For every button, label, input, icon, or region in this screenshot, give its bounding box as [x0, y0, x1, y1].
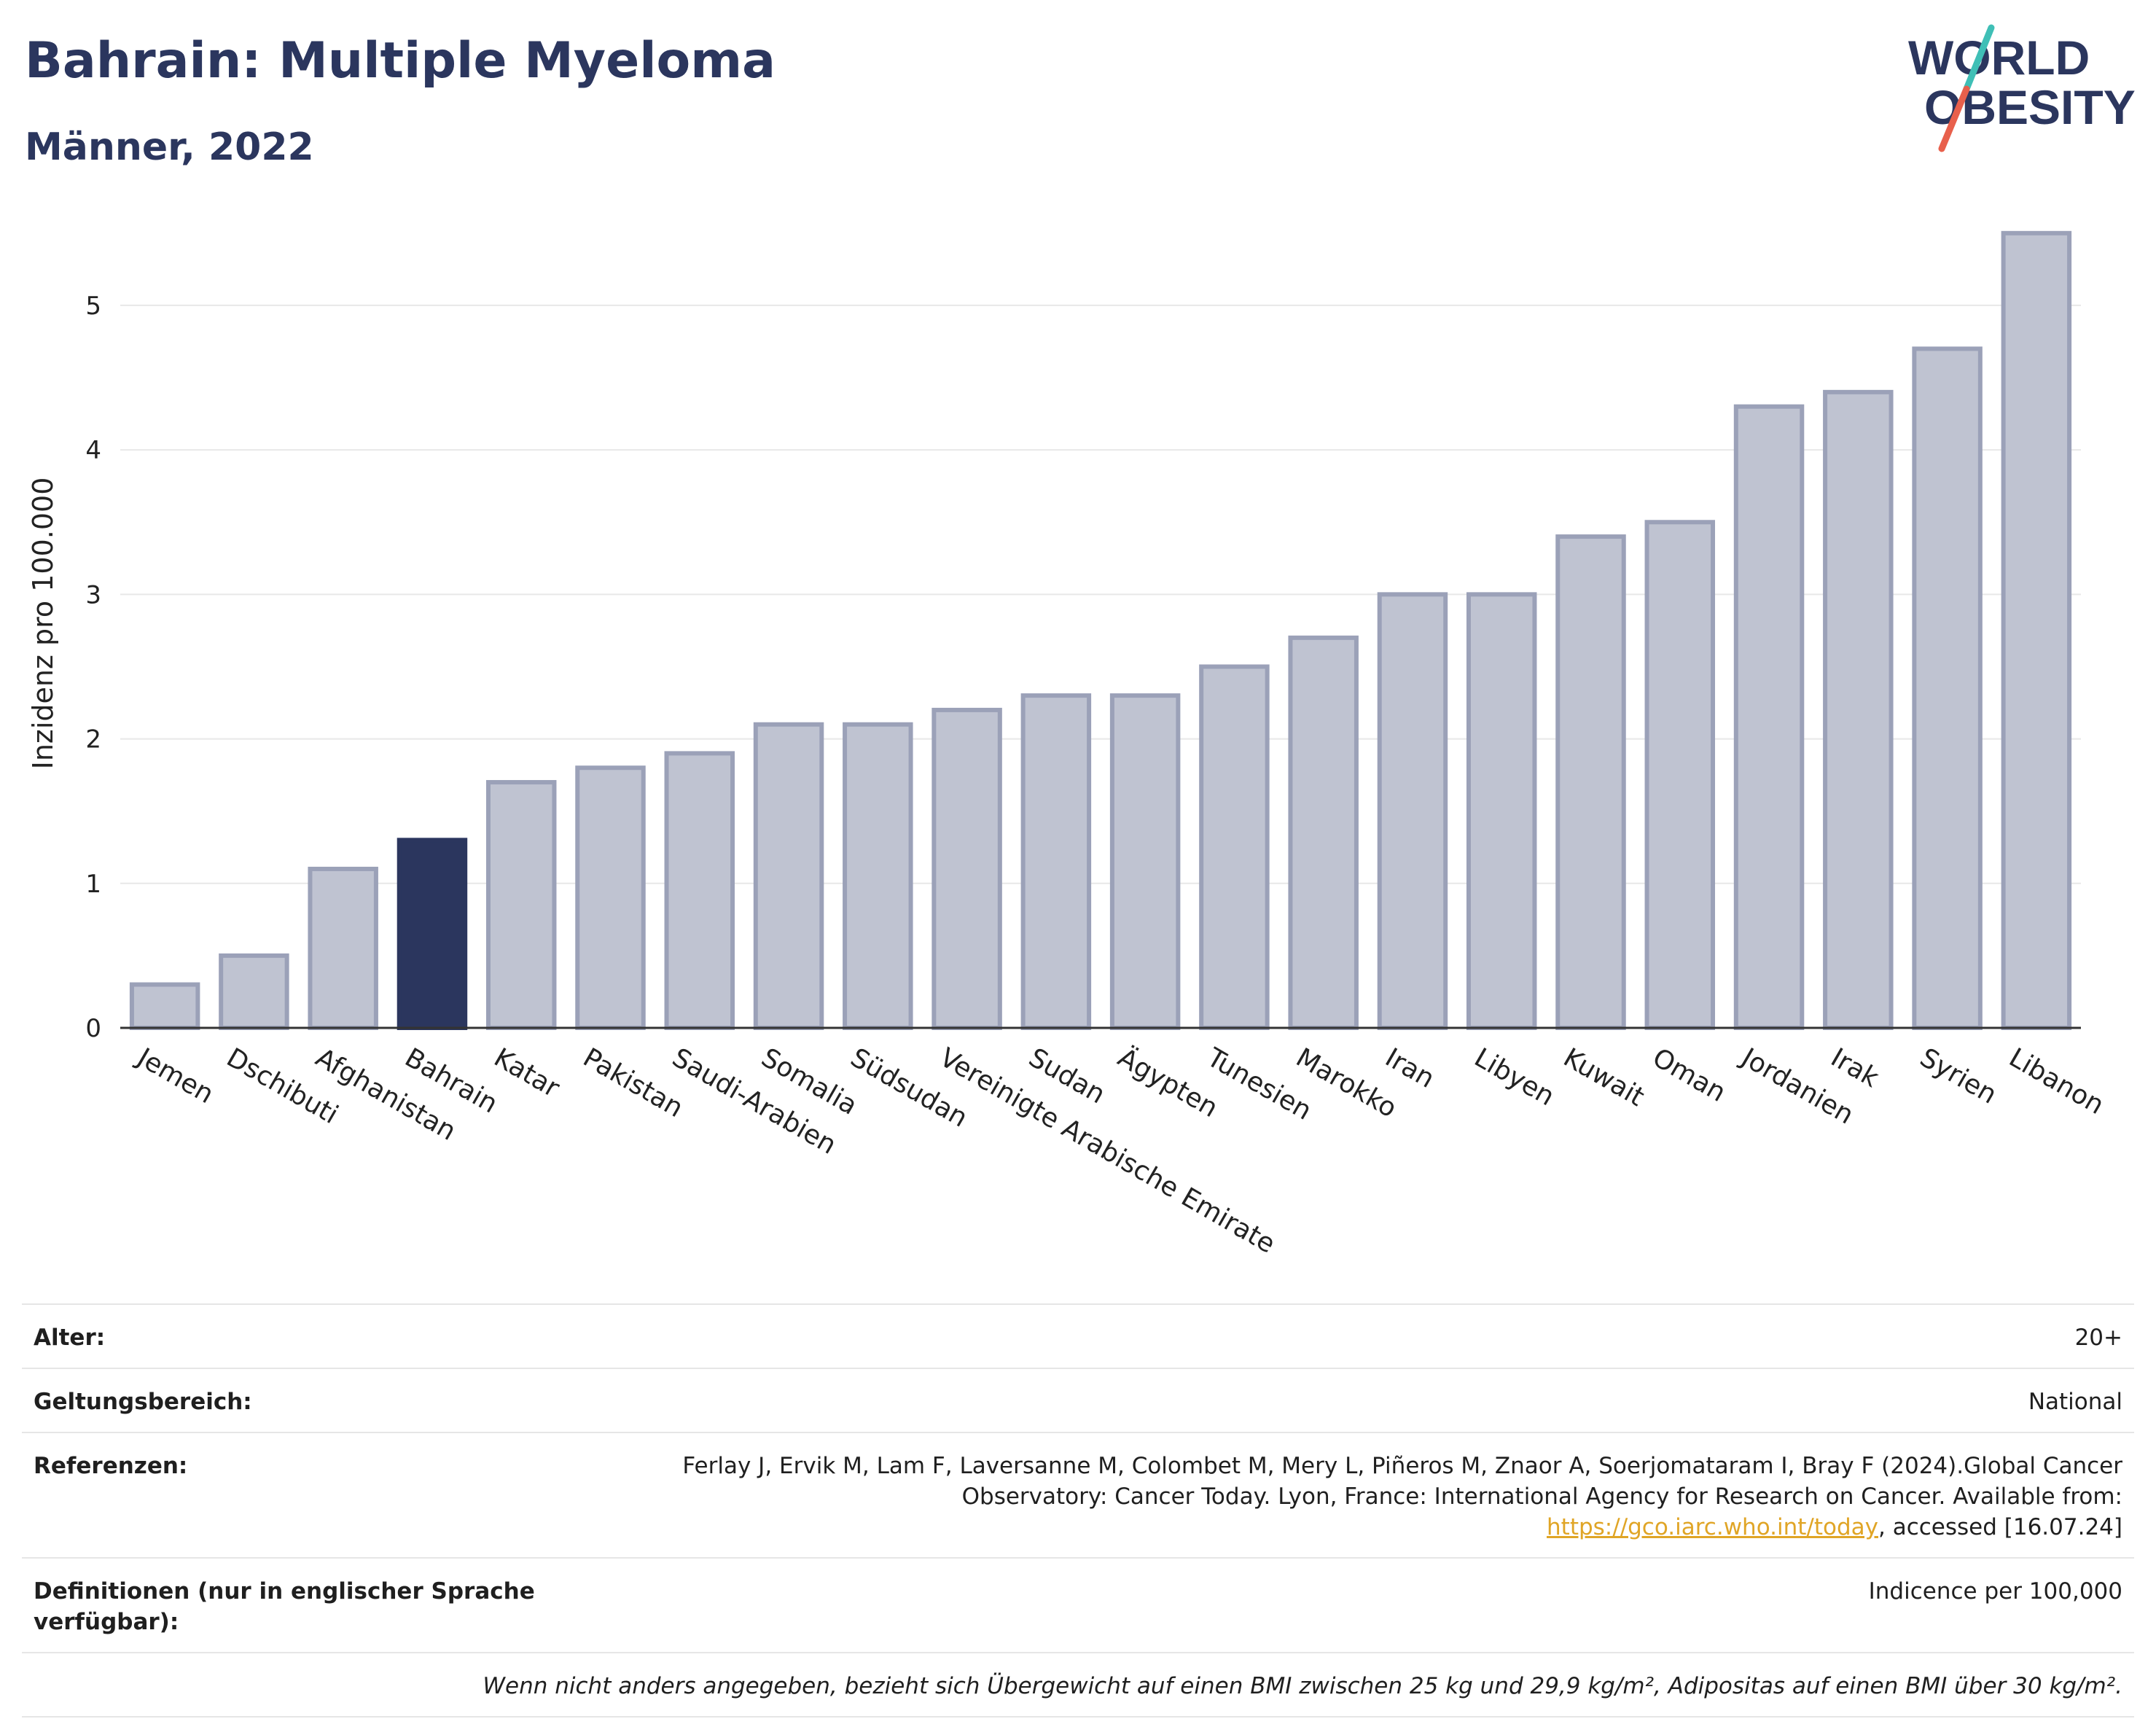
info-table: Alter: 20+ Geltungsbereich: National Ref…: [22, 1303, 2134, 1718]
bar: [1020, 693, 1092, 1030]
y-tick-label: 3: [85, 580, 101, 609]
bar: [1823, 389, 1894, 1031]
bar: [1377, 592, 1448, 1030]
age-label: Alter:: [34, 1325, 106, 1351]
y-tick-label: 5: [85, 292, 101, 321]
y-axis-label: Inzidenz pro 100.000: [27, 477, 59, 770]
references-accessed: , accessed [16.07.24]: [1878, 1514, 2122, 1540]
bar: [1733, 404, 1805, 1030]
bar: [485, 780, 557, 1030]
references-label: Referenzen:: [34, 1453, 188, 1479]
x-tick-label: Pakistan: [578, 1042, 688, 1123]
x-tick-label: Libyen: [1469, 1042, 1560, 1112]
bar: [664, 751, 735, 1031]
references-text: Ferlay J, Ervik M, Lam F, Laversanne M, …: [682, 1453, 2122, 1510]
bar: [575, 765, 646, 1030]
bar: [1466, 592, 1537, 1030]
page-subtitle: Männer, 2022: [25, 125, 314, 169]
bar: [1199, 664, 1270, 1030]
x-tick-label: Jemen: [131, 1042, 219, 1110]
y-tick-label: 4: [85, 436, 101, 465]
bar: [2001, 230, 2072, 1031]
world-obesity-logo: WORLD OBESITY: [1908, 24, 2136, 152]
bar: [931, 707, 1002, 1031]
x-tick-label: Syrien: [1915, 1042, 2001, 1110]
bar: [397, 838, 468, 1030]
logo-text-world: WORLD: [1908, 31, 2090, 85]
references-link[interactable]: https://gco.iarc.who.int/today: [1547, 1514, 1878, 1540]
bar: [1644, 520, 1716, 1030]
bar: [308, 866, 378, 1031]
bar: [129, 982, 200, 1031]
logo-slash-bottom: [1938, 85, 1970, 152]
age-value: 20+: [2074, 1325, 2122, 1351]
definitions-value: Indicence per 100,000: [1868, 1578, 2122, 1605]
scope-value: National: [2028, 1389, 2122, 1415]
bmi-note: Wenn nicht anders angegeben, bezieht sic…: [483, 1673, 2122, 1699]
y-tick-label: 1: [85, 870, 101, 899]
x-tick-label: Ägypten: [1113, 1042, 1224, 1123]
bar: [1288, 635, 1359, 1030]
x-tick-label: Libanon: [2004, 1042, 2109, 1120]
x-tick-label: Kuwait: [1558, 1042, 1649, 1112]
bar: [753, 722, 824, 1030]
bar: [1555, 534, 1626, 1031]
bar: [219, 953, 289, 1030]
page-title: Bahrain: Multiple Myeloma: [25, 32, 776, 90]
y-tick-label: 2: [85, 725, 101, 755]
info-row-definitions: Definitionen (nur in englischer Sprache …: [22, 1557, 2134, 1652]
logo-slash-top: [1963, 24, 1995, 93]
references-value: Ferlay J, Ervik M, Lam F, Laversanne M, …: [621, 1451, 2122, 1543]
info-row-age: Alter: 20+: [22, 1303, 2134, 1368]
x-tick-label: Iran: [1380, 1042, 1439, 1094]
info-row-note: Wenn nicht anders angegeben, bezieht sic…: [22, 1652, 2134, 1718]
x-tick-label: Irak: [1826, 1042, 1884, 1093]
scope-label: Geltungsbereich:: [34, 1389, 252, 1415]
bar: [1109, 693, 1181, 1030]
info-row-scope: Geltungsbereich: National: [22, 1368, 2134, 1432]
bar: [843, 722, 913, 1030]
bar: [1912, 346, 1983, 1030]
x-tick-label: Oman: [1647, 1042, 1730, 1108]
info-row-references: Referenzen: Ferlay J, Ervik M, Lam F, La…: [22, 1432, 2134, 1557]
definitions-label: Definitionen (nur in englischer Sprache …: [34, 1578, 535, 1635]
y-tick-label: 0: [85, 1014, 101, 1043]
